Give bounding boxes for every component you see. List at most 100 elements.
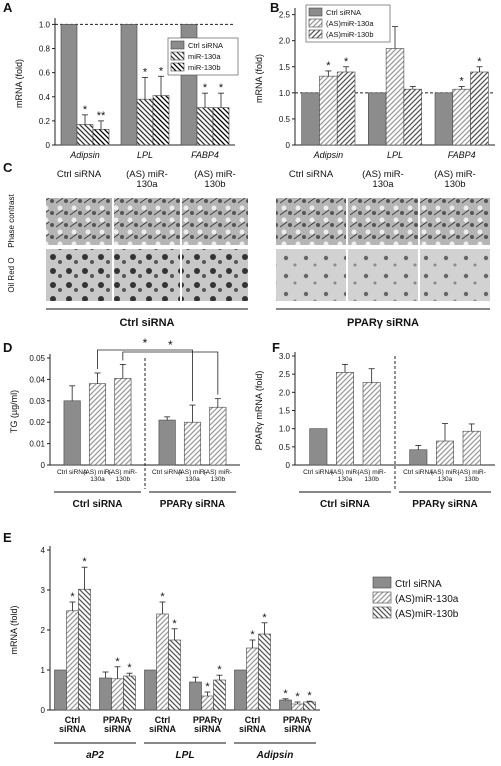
legend-label: Ctrl siRNA xyxy=(395,579,442,590)
y-axis-label: mRNA (fold) xyxy=(14,59,24,108)
bar xyxy=(213,679,226,711)
significance-label: * xyxy=(70,591,75,603)
legend-label: (AS)miR-130a xyxy=(326,19,374,28)
bar xyxy=(336,372,354,466)
bar-label: (AS) miR-130b xyxy=(357,469,386,483)
panel-label: F xyxy=(272,340,280,355)
significance-label: * xyxy=(143,336,148,350)
significance-label: * xyxy=(295,691,300,703)
bar xyxy=(246,647,259,711)
y-tick-label: 4 xyxy=(41,546,46,555)
bar xyxy=(152,95,170,146)
significance-label: * xyxy=(250,629,255,641)
significance-label: * xyxy=(344,56,349,68)
y-tick-label: 1 xyxy=(41,666,46,675)
category-label: LPL xyxy=(387,150,403,160)
micrograph xyxy=(46,198,112,245)
category-label: Ctrl siRNA xyxy=(320,499,370,510)
y-tick-label: 0 xyxy=(46,141,51,150)
y-tick-label: 1.0 xyxy=(39,20,51,29)
micrograph xyxy=(114,198,180,245)
bar xyxy=(78,588,91,711)
y-axis-label: PPARγ mRNA (fold) xyxy=(254,371,264,451)
bar xyxy=(436,440,454,466)
bar xyxy=(168,639,181,711)
significance-label: * xyxy=(326,60,331,72)
bar xyxy=(66,610,79,711)
bar xyxy=(234,669,247,711)
category-label: PPARγ siRNA xyxy=(192,715,223,735)
micrograph xyxy=(46,249,112,301)
y-tick-label: 0 xyxy=(41,461,46,470)
significance-label: * xyxy=(203,82,208,94)
y-tick-label: 0.8 xyxy=(39,45,51,54)
significance-label: * xyxy=(172,618,177,630)
column-header: (AS) miR-130a xyxy=(362,169,404,190)
column-header: Ctrl siRNA xyxy=(56,169,102,180)
significance-label: * xyxy=(127,662,132,674)
legend-label: (AS)miR-130b xyxy=(395,609,459,620)
legend-label: Ctrl siRNA xyxy=(188,41,223,50)
bar xyxy=(183,421,202,466)
category-label: PPARγ siRNA xyxy=(102,715,133,735)
y-tick-label: 0.4 xyxy=(39,93,51,102)
significance-label: * xyxy=(205,681,210,693)
y-tick-label: 0.5 xyxy=(279,443,291,452)
bar-label: (AS) miR-130a xyxy=(430,469,460,483)
group-label: Adipsin xyxy=(256,750,294,761)
category-label: PPARγ siRNA xyxy=(282,715,313,735)
bar xyxy=(434,92,454,146)
legend-swatch xyxy=(308,29,323,39)
legend-swatch xyxy=(372,606,392,619)
y-tick-label: 3 xyxy=(41,586,46,595)
y-tick-label: 0.01 xyxy=(29,440,45,449)
bar xyxy=(368,92,387,146)
significance-bracket xyxy=(97,349,193,402)
legend-swatch xyxy=(170,51,185,61)
bar xyxy=(336,71,356,146)
y-tick-label: 0.02 xyxy=(29,418,45,427)
bar xyxy=(92,129,110,146)
category-label: Adipsin xyxy=(69,150,100,160)
micrograph xyxy=(114,249,180,301)
bar xyxy=(136,98,154,146)
category-label: FABP4 xyxy=(448,150,476,160)
legend-label: (AS)miR-130b xyxy=(326,30,374,39)
category-label: Ctrl siRNA xyxy=(58,715,86,735)
y-axis-label: TG (µg/ml) xyxy=(9,390,19,433)
legend-swatch xyxy=(170,40,185,50)
y-tick-label: 2.5 xyxy=(279,11,291,20)
bar xyxy=(403,88,422,146)
y-tick-label: 0 xyxy=(286,461,291,470)
bar-label: (AS) miR-130b xyxy=(457,469,486,483)
group-label: aP2 xyxy=(86,750,104,761)
bar-label: (AS) miR-130a xyxy=(83,469,112,483)
bar xyxy=(114,378,132,466)
bar xyxy=(462,430,481,466)
significance-label: * xyxy=(283,688,288,700)
category-label: Ctrl siRNA xyxy=(148,715,176,735)
bar xyxy=(303,701,316,711)
bar xyxy=(111,678,124,711)
significance-label: * xyxy=(477,56,482,68)
bar-label: (AS) miR-130a xyxy=(330,469,360,483)
y-tick-label: 1.5 xyxy=(279,63,291,72)
y-tick-label: 0.5 xyxy=(279,115,291,124)
y-tick-label: 1.0 xyxy=(279,425,291,434)
y-tick-label: 1.0 xyxy=(279,89,291,98)
category-label: PPARγ siRNA xyxy=(412,499,477,510)
bar xyxy=(452,88,471,146)
y-tick-label: 2 xyxy=(41,626,46,635)
y-tick-label: 0.6 xyxy=(39,69,51,78)
significance-label: * xyxy=(460,76,465,88)
significance-label: * xyxy=(82,556,87,568)
y-tick-label: 0.05 xyxy=(29,354,45,363)
y-axis-label: mRNA (fold) xyxy=(9,605,19,654)
significance-label: * xyxy=(262,612,267,624)
y-tick-label: 0.03 xyxy=(29,397,45,406)
bar-label: (AS) miR-130b xyxy=(203,469,233,483)
significance-bracket xyxy=(122,351,219,395)
y-tick-label: 0.2 xyxy=(39,117,51,126)
bar xyxy=(76,124,94,146)
